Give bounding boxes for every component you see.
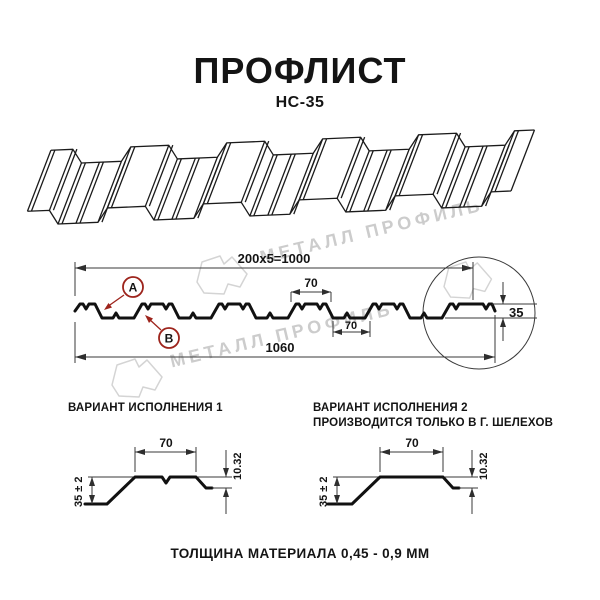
variant-1-title: ВАРИАНТ ИСПОЛНЕНИЯ 1 [68,402,223,414]
marker-b: B [145,315,180,349]
svg-text:1060: 1060 [266,340,295,355]
dim-rib-top: 70 [290,276,332,302]
dim-rib-bottom: 70 [332,320,371,337]
variant-2-title: ВАРИАНТ ИСПОЛНЕНИЯ 2 [313,402,468,414]
svg-text:10.32: 10.32 [478,452,490,480]
variant-1-heading: ВАРИАНТ ИСПОЛНЕНИЯ 1 [68,401,223,416]
variant-2-dim-lip: 10.32 [445,450,490,514]
variant-1-dim-width: 70 [134,436,197,472]
svg-text:70: 70 [345,320,357,332]
svg-text:10.32: 10.32 [232,452,244,480]
variant-2-heading: ВАРИАНТ ИСПОЛНЕНИЯ 2 ПРОИЗВОДИТСЯ ТОЛЬКО… [313,401,553,431]
profile-3d-drawing [26,129,536,226]
variant-1-profile [83,475,214,506]
dim-total-bottom: 1060 [74,315,496,363]
variant-2-dim-height: 35 ± 2 [318,476,378,507]
variant-2-note: ПРОИЗВОДИТСЯ ТОЛЬКО В Г. ШЕЛЕХОВ [313,417,554,429]
svg-text:B: B [165,332,174,346]
variant-2-profile [326,475,461,506]
page-title: ПРОФЛИСТ [193,50,407,91]
cross-section-drawing: 200x5=1000 70 70 1060 35 [73,251,537,398]
svg-text:35 ± 2: 35 ± 2 [318,476,330,507]
variant-1-dim-height: 35 ± 2 [73,476,133,507]
watermark-logo [111,358,163,398]
sheet-3d-group [26,129,536,226]
material-thickness-note: ТОЛЩИНА МАТЕРИАЛА 0,45 - 0,9 ММ [170,546,430,561]
svg-text:70: 70 [405,436,419,450]
variant-1-drawing: 70 10.32 35 ± 2 [73,436,244,514]
variant-2-drawing: 70 10.32 35 ± 2 [318,436,490,514]
svg-text:70: 70 [304,276,318,290]
svg-text:A: A [129,281,138,295]
variant-1-dim-lip: 10.32 [198,450,244,514]
svg-text:70: 70 [159,436,173,450]
profile-code: НС-35 [275,94,325,111]
profile-outline [73,302,497,320]
svg-text:200x5=1000: 200x5=1000 [238,251,311,266]
svg-text:35: 35 [509,305,523,320]
marker-a: A [104,276,144,310]
variant-2-dim-width: 70 [379,436,444,472]
dim-total-top: 200x5=1000 [74,251,474,300]
svg-text:35 ± 2: 35 ± 2 [73,476,85,507]
dim-height: 35 [445,282,537,341]
